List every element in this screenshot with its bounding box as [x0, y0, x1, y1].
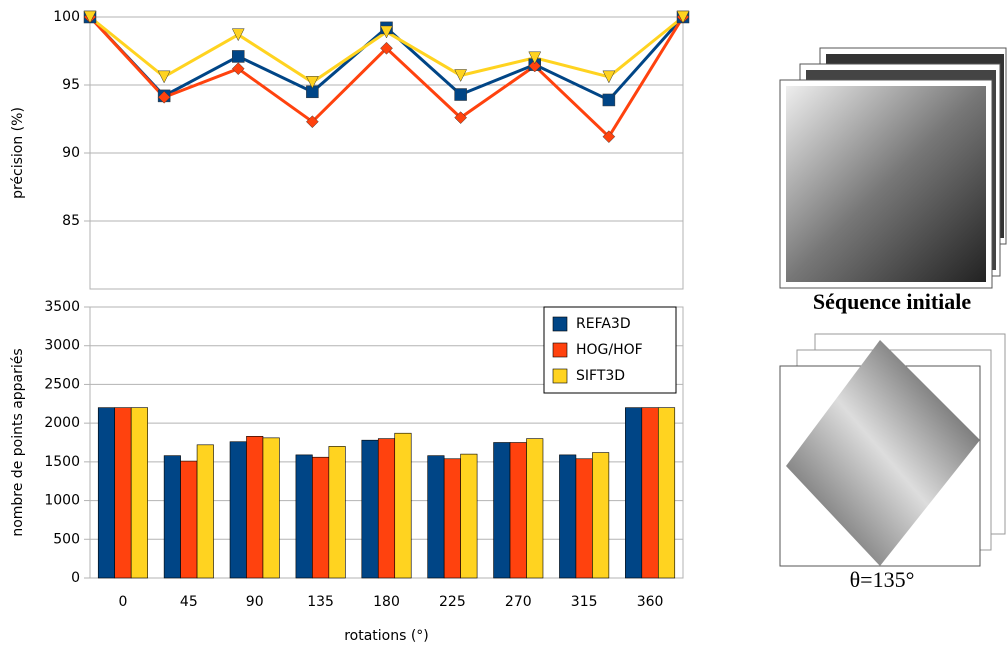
marker — [602, 93, 616, 107]
y-tick-label: 0 — [71, 570, 80, 586]
legend-swatch — [552, 368, 568, 384]
x-tick-label: 90 — [246, 594, 264, 610]
bar — [246, 436, 264, 579]
x-tick-label: 135 — [307, 594, 334, 610]
bar — [312, 456, 330, 579]
x-tick-label: 225 — [439, 594, 466, 610]
bar — [592, 452, 610, 579]
bar — [493, 442, 511, 579]
bar — [526, 438, 544, 579]
y-tick-label: 2000 — [44, 415, 80, 431]
marker — [306, 115, 319, 129]
bar — [97, 407, 116, 579]
bar — [559, 454, 577, 579]
y-tick-label: 500 — [53, 531, 80, 547]
y-tick-label: 1500 — [44, 454, 80, 470]
x-tick-label: 360 — [637, 594, 664, 610]
marker — [676, 10, 690, 24]
image-stack-initial — [779, 47, 1007, 289]
marker — [157, 70, 171, 84]
bar — [460, 453, 478, 579]
marker — [454, 69, 468, 83]
bar — [509, 442, 527, 579]
legend-label: SIFT3D — [576, 368, 625, 384]
marker — [380, 41, 393, 55]
bar — [377, 438, 396, 579]
marker — [83, 10, 97, 24]
marker — [602, 130, 616, 144]
marker — [380, 25, 393, 39]
marker — [231, 28, 245, 42]
bar — [657, 407, 676, 579]
bar — [575, 458, 593, 579]
marker — [232, 50, 245, 63]
marker — [305, 76, 319, 89]
bar — [180, 460, 198, 579]
bar — [328, 446, 346, 579]
y-axis-label: précision (%) — [10, 107, 26, 199]
bar — [163, 455, 181, 579]
bar — [625, 407, 643, 579]
x-tick-label: 180 — [373, 594, 400, 610]
bar — [262, 437, 280, 579]
y-tick-label: 90 — [62, 145, 80, 161]
bar — [229, 441, 247, 579]
y-tick-label: 95 — [62, 77, 80, 93]
marker — [528, 51, 542, 65]
y-tick-label: 3500 — [44, 299, 80, 315]
y-tick-label: 3000 — [44, 338, 80, 354]
bar — [394, 432, 412, 579]
x-tick-label: 0 — [118, 594, 127, 610]
caption: θ=135° — [850, 567, 915, 592]
bar — [443, 458, 461, 579]
marker — [157, 90, 171, 104]
marker — [602, 70, 616, 84]
x-tick-label: 45 — [180, 594, 198, 610]
bar — [114, 407, 132, 579]
bar — [196, 444, 214, 579]
legend-swatch — [552, 342, 568, 358]
plot-frame — [89, 16, 684, 290]
marker — [454, 111, 467, 124]
bar — [295, 454, 313, 579]
x-tick-label: 315 — [571, 594, 598, 610]
caption: Séquence initiale — [813, 289, 972, 314]
bar — [361, 439, 379, 579]
y-tick-label: 1000 — [44, 493, 80, 509]
y-tick-label: 85 — [62, 213, 80, 229]
x-tick-label: 270 — [505, 594, 532, 610]
marker — [231, 62, 245, 76]
y-axis-label: nombre de points appariés — [10, 348, 26, 536]
x-axis-label: rotations (°) — [344, 628, 429, 644]
y-tick-label: 100 — [53, 9, 80, 25]
bar — [130, 407, 148, 579]
legend-swatch — [552, 316, 568, 332]
legend-label: REFA3D — [576, 316, 631, 332]
marker — [454, 88, 467, 101]
bar — [427, 455, 445, 579]
marker — [528, 59, 542, 73]
legend-label: HOG/HOF — [576, 342, 643, 358]
bar — [641, 407, 659, 579]
image-stack-rotated — [779, 333, 1006, 567]
y-tick-label: 2500 — [44, 376, 80, 392]
